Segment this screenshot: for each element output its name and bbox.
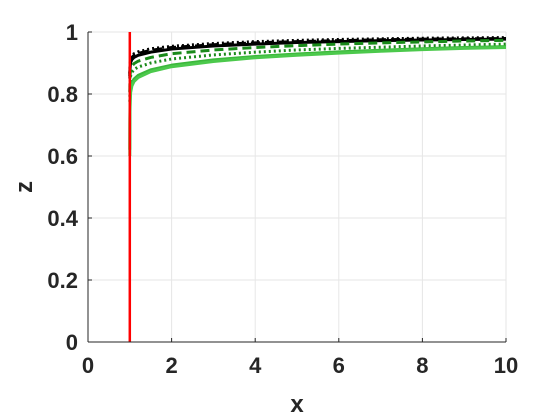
x-tick-label: 6 [333,353,345,378]
axes [87,31,507,343]
series-group [128,32,507,342]
x-tick-label: 8 [416,353,428,378]
x-tick-label: 2 [165,353,177,378]
x-axis-label: x [290,391,304,418]
y-tick-label: 0.4 [47,206,78,231]
tick-labels: 0 2 4 6 8 10 0 0.2 0.4 0.6 0.8 1 [47,20,518,378]
y-tick-label: 0 [66,330,78,355]
plot-area [88,32,506,342]
series-line-2 [128,37,507,77]
x-tick-label: 10 [494,353,518,378]
y-axis-label: z [11,181,38,193]
y-tick-label: 1 [66,20,78,45]
x-tick-label: 0 [82,353,94,378]
y-tick-label: 0.8 [47,82,78,107]
y-tick-label: 0.2 [47,268,78,293]
y-tick-label: 0.6 [47,144,78,169]
x-tick-label: 4 [249,353,262,378]
